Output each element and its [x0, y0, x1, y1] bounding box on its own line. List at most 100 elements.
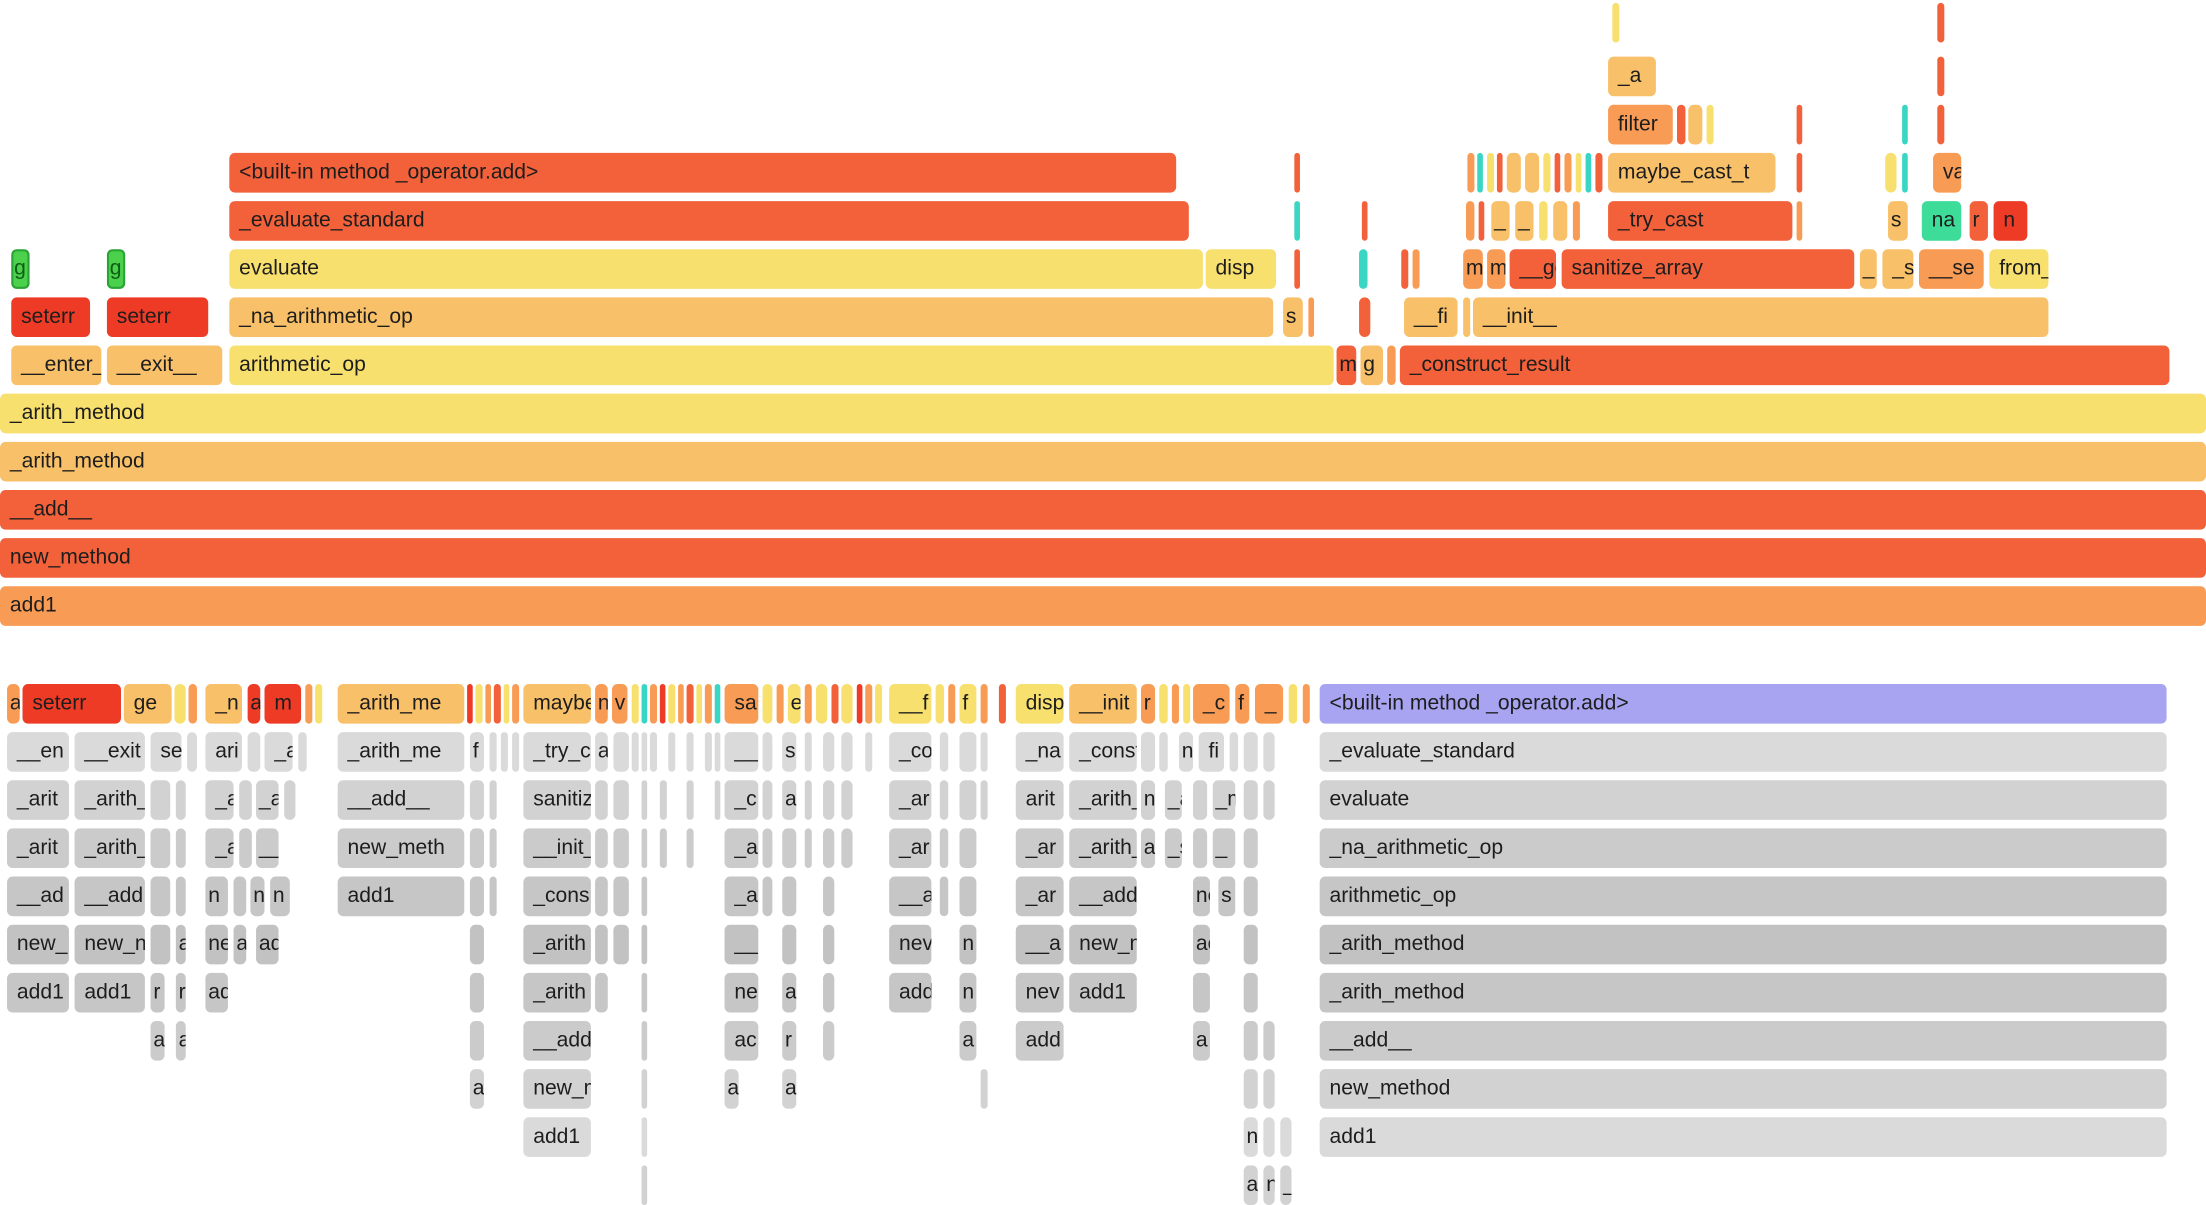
frame-bar[interactable]	[959, 876, 977, 917]
frame-bar[interactable]	[1401, 249, 1409, 289]
frame-bar[interactable]: _cons	[523, 876, 591, 917]
frame-bar[interactable]	[1572, 201, 1580, 241]
frame-bar[interactable]	[1525, 152, 1540, 193]
frame-bar[interactable]: new_meth	[337, 828, 465, 869]
frame-bar[interactable]	[500, 732, 508, 772]
frame-bar[interactable]	[762, 780, 773, 820]
frame-bar[interactable]: _a	[1164, 780, 1182, 820]
frame-bar[interactable]: _	[1859, 249, 1877, 289]
frame-bar[interactable]: _co	[889, 732, 932, 772]
frame-bar[interactable]	[1159, 683, 1168, 724]
frame-bar[interactable]: _evaluate_standard	[1319, 732, 2167, 772]
frame-bar[interactable]: __f	[889, 683, 932, 724]
frame-bar[interactable]	[284, 780, 296, 820]
frame-bar[interactable]: __se	[1918, 249, 1984, 289]
frame-bar[interactable]: __	[724, 924, 759, 965]
frame-bar[interactable]: _a	[724, 828, 759, 869]
frame-bar[interactable]	[1288, 683, 1298, 724]
frame-bar[interactable]	[1243, 972, 1258, 1013]
frame-bar[interactable]: r	[175, 972, 186, 1013]
frame-bar[interactable]	[804, 732, 812, 772]
frame-bar[interactable]: _arith_method	[1319, 972, 2167, 1013]
frame-bar[interactable]: seterr	[106, 297, 209, 338]
frame-bar[interactable]	[1487, 152, 1495, 193]
frame-bar[interactable]: _a	[264, 732, 293, 772]
frame-bar[interactable]: _	[1280, 1165, 1292, 1205]
frame-bar[interactable]: new_m	[523, 1069, 591, 1109]
frame-bar[interactable]	[613, 924, 629, 965]
frame-bar[interactable]	[804, 780, 812, 820]
frame-bar[interactable]	[865, 732, 873, 772]
frame-bar[interactable]	[187, 732, 197, 772]
frame-bar[interactable]	[714, 683, 721, 724]
frame-bar[interactable]	[841, 828, 853, 869]
frame-bar[interactable]	[150, 924, 171, 965]
frame-bar[interactable]: ac	[1193, 924, 1210, 965]
frame-bar[interactable]	[1243, 1020, 1258, 1061]
frame-bar[interactable]	[595, 972, 608, 1013]
frame-bar[interactable]	[641, 780, 648, 820]
frame-bar[interactable]	[782, 828, 797, 869]
frame-bar[interactable]	[1612, 2, 1620, 43]
frame-bar[interactable]	[762, 683, 773, 724]
frame-bar[interactable]	[804, 683, 812, 724]
frame-bar[interactable]	[641, 683, 648, 724]
frame-bar[interactable]: _c	[1193, 683, 1230, 724]
frame-bar[interactable]: _s	[1882, 249, 1914, 289]
frame-bar[interactable]	[298, 732, 307, 772]
frame-bar[interactable]	[998, 683, 1006, 724]
frame-bar[interactable]	[1263, 1020, 1275, 1061]
frame-bar[interactable]	[1243, 1069, 1258, 1109]
frame-bar[interactable]: _arith_	[74, 780, 145, 820]
frame-bar[interactable]	[1554, 152, 1561, 193]
frame-bar[interactable]: n	[1140, 780, 1156, 820]
frame-bar[interactable]	[782, 876, 797, 917]
frame-bar[interactable]: e	[787, 683, 801, 724]
frame-bar[interactable]: __exit__	[106, 345, 223, 386]
frame-bar[interactable]	[856, 683, 863, 724]
frame-bar[interactable]	[1193, 828, 1208, 869]
frame-bar[interactable]	[493, 683, 501, 724]
frame-bar[interactable]: a	[175, 924, 186, 965]
frame-bar[interactable]: sanitize_array	[1561, 249, 1855, 289]
frame-bar[interactable]	[1496, 152, 1503, 193]
frame-bar[interactable]: new_m	[1069, 924, 1137, 965]
frame-bar[interactable]: _	[1212, 828, 1236, 869]
frame-bar[interactable]: f	[959, 683, 977, 724]
frame-bar[interactable]	[1902, 152, 1908, 193]
frame-bar[interactable]: f	[1235, 683, 1250, 724]
frame-bar[interactable]	[762, 828, 773, 869]
frame-bar[interactable]	[762, 876, 773, 917]
frame-bar[interactable]: _arith_me	[337, 732, 465, 772]
frame-bar[interactable]	[815, 683, 828, 724]
frame-bar[interactable]	[823, 732, 835, 772]
frame-bar[interactable]	[512, 732, 520, 772]
frame-bar[interactable]: ad	[256, 924, 279, 965]
frame-bar[interactable]	[641, 1020, 648, 1061]
frame-bar[interactable]: n	[959, 924, 977, 965]
frame-bar[interactable]	[595, 780, 608, 820]
frame-bar[interactable]: ad	[205, 972, 228, 1013]
frame-bar[interactable]	[489, 876, 497, 917]
frame-bar[interactable]	[980, 780, 988, 820]
frame-bar[interactable]	[641, 1117, 648, 1157]
frame-bar[interactable]: a	[469, 1069, 484, 1109]
frame-bar[interactable]: add	[889, 972, 932, 1013]
frame-bar[interactable]: arit	[1015, 780, 1064, 820]
frame-bar[interactable]: __add	[74, 876, 145, 917]
frame-bar[interactable]: add1	[0, 586, 2206, 626]
frame-bar[interactable]: add1	[337, 876, 465, 917]
frame-bar[interactable]: n	[1243, 1117, 1258, 1157]
frame-bar[interactable]	[1183, 683, 1191, 724]
frame-bar[interactable]: r	[150, 972, 165, 1013]
frame-bar[interactable]: _try_cast	[1608, 201, 1793, 241]
frame-bar[interactable]	[631, 732, 639, 772]
frame-bar[interactable]	[959, 828, 977, 869]
frame-bar[interactable]	[1796, 152, 1803, 193]
frame-bar[interactable]: seterr	[22, 683, 121, 724]
frame-bar[interactable]	[1243, 828, 1258, 869]
frame-bar[interactable]: disp	[1015, 683, 1064, 724]
frame-bar[interactable]	[1243, 780, 1258, 820]
frame-bar[interactable]: a	[782, 1069, 797, 1109]
frame-bar[interactable]: na	[1921, 201, 1962, 241]
